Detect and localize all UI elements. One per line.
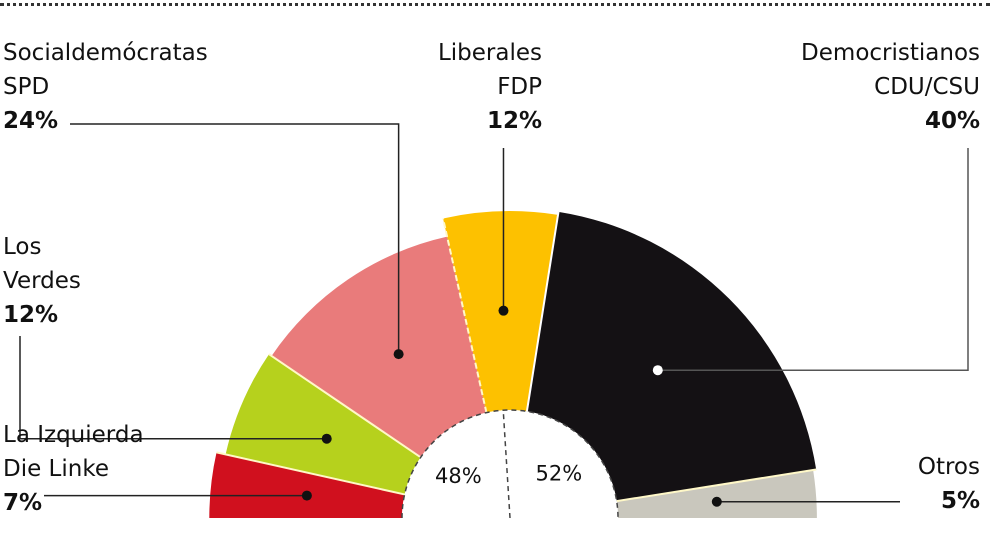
label-linke: La Izquierda Die Linke 7% bbox=[3, 418, 144, 520]
wedge-divider-cdu bbox=[616, 468, 817, 503]
label-linke-line1: La Izquierda bbox=[3, 422, 144, 448]
wedge-verdes bbox=[225, 354, 421, 495]
label-otros: Otros 5% bbox=[918, 450, 980, 518]
wedge-divider-verdes bbox=[268, 353, 422, 459]
bloc-divider-line bbox=[502, 410, 511, 519]
label-cdu-line1: Democristianos bbox=[801, 40, 980, 66]
label-verdes-line1: Los bbox=[3, 234, 42, 260]
label-spd: Socialdemócratas SPD 24% bbox=[3, 36, 208, 138]
label-spd-pct: 24% bbox=[3, 108, 59, 134]
wedge-cdu bbox=[526, 211, 817, 502]
label-verdes: Los Verdes 12% bbox=[3, 230, 81, 332]
label-linke-pct: 7% bbox=[3, 490, 43, 516]
leader-dot-otros bbox=[711, 496, 722, 507]
wedge-spd bbox=[271, 236, 487, 458]
label-otros-line1: Otros bbox=[917, 454, 980, 480]
leader-dot-fdp bbox=[498, 305, 509, 316]
leader-line-verdes bbox=[19, 336, 327, 440]
label-verdes-pct: 12% bbox=[3, 302, 59, 328]
label-fdp-line2: FDP bbox=[497, 74, 542, 100]
top-dotted-rule bbox=[0, 3, 990, 6]
label-fdp-line1: Liberales bbox=[437, 40, 542, 66]
leader-line-spd bbox=[70, 123, 400, 355]
label-cdu-line2: CDU/CSU bbox=[874, 74, 980, 100]
label-fdp-pct: 12% bbox=[486, 108, 542, 134]
leader-dot-spd bbox=[393, 349, 404, 360]
label-cdu: Democristianos CDU/CSU 40% bbox=[801, 36, 980, 138]
inner-bloc-dashed-arc bbox=[401, 409, 619, 519]
label-cdu-pct: 40% bbox=[924, 108, 980, 134]
leader-dot-linke bbox=[301, 490, 312, 501]
label-linke-line2: Die Linke bbox=[3, 456, 109, 482]
wedge-divider-linke bbox=[216, 451, 405, 496]
label-fdp: Liberales FDP 12% bbox=[405, 36, 542, 138]
label-verdes-line2: Verdes bbox=[3, 268, 81, 294]
leader-line-cdu bbox=[657, 148, 969, 371]
wedge-otros bbox=[616, 469, 817, 518]
label-spd-line2: SPD bbox=[3, 74, 50, 100]
leader-dot-verdes bbox=[321, 433, 332, 444]
leader-dot-cdu bbox=[652, 365, 663, 376]
wedge-divider-fdp bbox=[525, 211, 560, 412]
inner-bloc-circle bbox=[402, 410, 618, 518]
label-spd-line1: Socialdemócratas bbox=[3, 40, 208, 66]
wedge-linke bbox=[209, 452, 405, 518]
label-otros-pct: 5% bbox=[940, 488, 980, 514]
bloc-left-label: 48% bbox=[435, 464, 482, 488]
wedge-divider-spd bbox=[442, 218, 488, 413]
bloc-right-label: 52% bbox=[536, 461, 583, 485]
